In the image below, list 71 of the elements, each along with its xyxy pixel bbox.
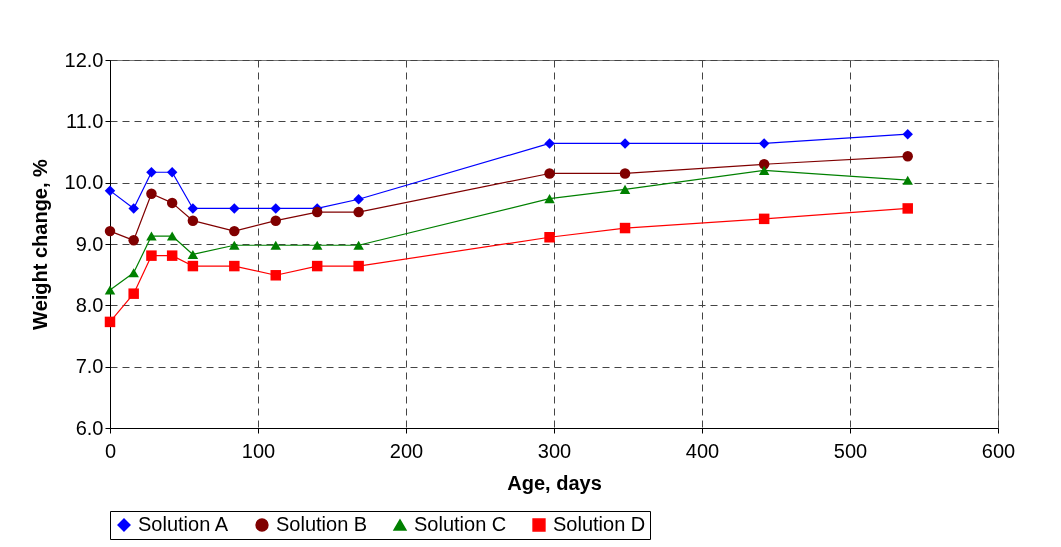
point bbox=[544, 168, 555, 179]
point bbox=[902, 128, 913, 140]
point bbox=[166, 167, 178, 178]
x-tick-label: 200 bbox=[389, 439, 424, 462]
point bbox=[619, 138, 631, 149]
point bbox=[104, 185, 116, 196]
point bbox=[353, 260, 364, 272]
point bbox=[270, 215, 281, 226]
point bbox=[353, 206, 364, 218]
point bbox=[902, 203, 913, 214]
point bbox=[166, 197, 178, 209]
x-tick-label: 600 bbox=[981, 439, 1016, 462]
y-tick-label: 10.0 bbox=[64, 171, 104, 194]
legend-label: Solution D bbox=[553, 513, 646, 535]
legend-label: Solution B bbox=[276, 513, 368, 535]
point bbox=[166, 231, 178, 241]
point bbox=[229, 203, 240, 214]
point bbox=[353, 193, 364, 205]
x-tick-label: 300 bbox=[537, 439, 572, 462]
point bbox=[146, 250, 157, 261]
point bbox=[758, 213, 770, 225]
point bbox=[166, 250, 178, 261]
y-tick-label: 7.0 bbox=[75, 355, 104, 378]
point bbox=[311, 260, 323, 272]
point bbox=[187, 215, 199, 226]
point bbox=[104, 316, 116, 328]
x-tick-label: 400 bbox=[685, 439, 720, 462]
point bbox=[619, 184, 631, 194]
point bbox=[229, 225, 240, 237]
point bbox=[311, 206, 323, 218]
point bbox=[544, 194, 555, 204]
y-tick-label: 12.0 bbox=[64, 48, 104, 71]
point bbox=[902, 151, 913, 162]
point bbox=[128, 288, 139, 299]
point bbox=[128, 203, 139, 214]
point bbox=[353, 240, 364, 250]
x-tick-label: 100 bbox=[241, 439, 276, 462]
point bbox=[128, 268, 139, 278]
x-tick-label: 500 bbox=[833, 439, 868, 462]
point bbox=[104, 225, 116, 237]
point bbox=[544, 138, 555, 149]
point bbox=[270, 203, 281, 214]
x-axis-title: Age, days bbox=[507, 471, 602, 494]
point bbox=[146, 167, 157, 178]
x-tick-label: 0 bbox=[104, 439, 117, 462]
point bbox=[128, 235, 139, 246]
point bbox=[619, 168, 631, 179]
point bbox=[187, 203, 199, 214]
point bbox=[146, 188, 157, 199]
point bbox=[104, 285, 116, 295]
point bbox=[229, 260, 240, 272]
point bbox=[270, 270, 281, 281]
point bbox=[187, 260, 199, 272]
y-axis-title: Weight change, % bbox=[28, 158, 51, 330]
point bbox=[758, 159, 770, 170]
point bbox=[619, 222, 631, 234]
point bbox=[758, 165, 770, 175]
point bbox=[270, 240, 281, 250]
legend-label: Solution C bbox=[414, 513, 507, 535]
point bbox=[758, 138, 770, 149]
y-tick-label: 11.0 bbox=[66, 109, 104, 132]
legend-label: Solution A bbox=[138, 513, 229, 535]
point bbox=[146, 231, 157, 241]
point bbox=[902, 175, 913, 185]
point bbox=[187, 249, 199, 259]
point bbox=[311, 240, 323, 250]
y-tick-label: 8.0 bbox=[75, 293, 104, 316]
y-tick-label: 9.0 bbox=[75, 232, 104, 255]
point bbox=[544, 232, 555, 243]
point bbox=[229, 240, 240, 250]
y-tick-label: 6.0 bbox=[75, 416, 104, 439]
